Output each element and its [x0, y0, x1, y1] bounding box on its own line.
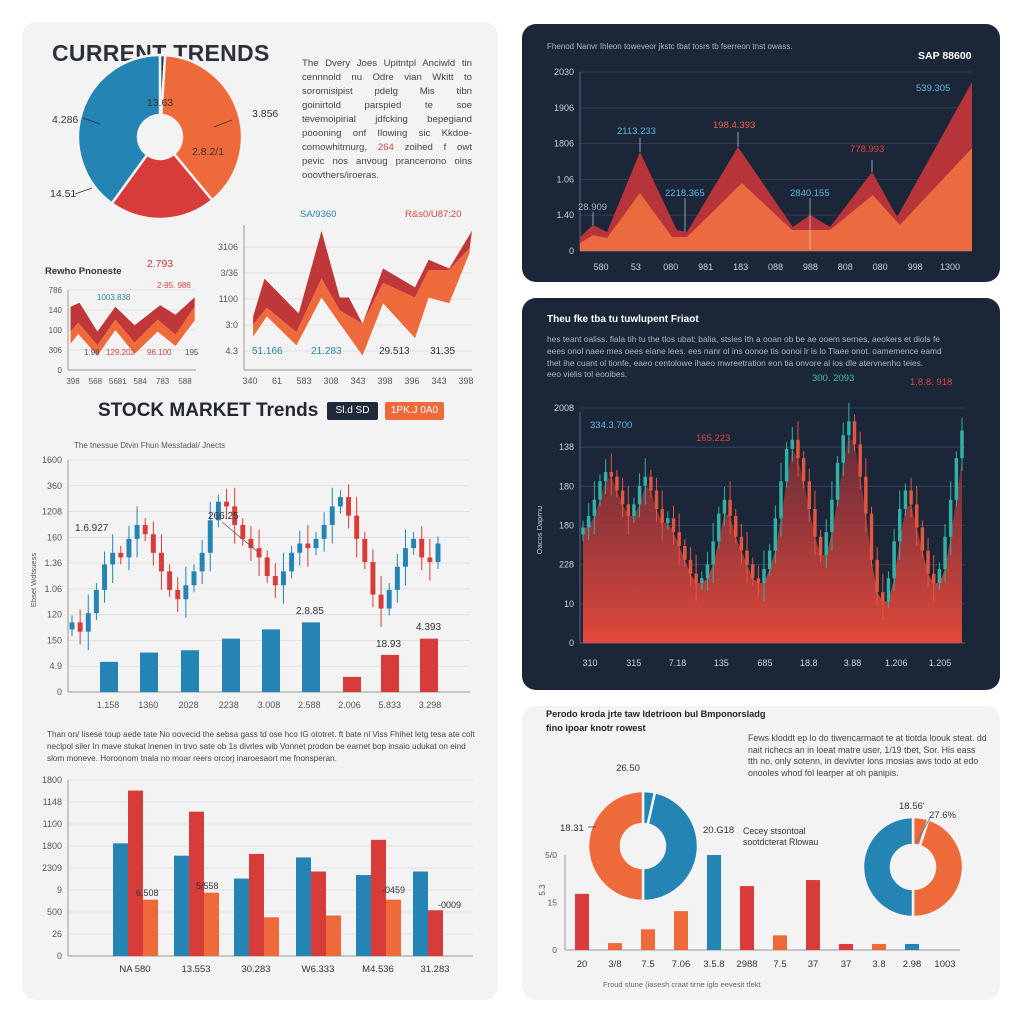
paragraph-line: goinirtold parspied te soe — [302, 100, 472, 111]
dark-area-chart-panel — [522, 24, 1000, 282]
dark-panel-title: Theu fke tba tu tuwlupent Friaot — [547, 314, 699, 325]
paragraph-line: ooovthers/iroeras. — [302, 170, 379, 181]
dark-chart-legend: SAP 88600 — [918, 50, 972, 62]
paragraph-line: cennnold nu Odre vian Wkitt to — [302, 72, 472, 83]
paragraph-line: soromisipist pdelg Mis tibn — [302, 86, 472, 97]
intro-paragraph: The Dvery Joes Upitntpl Anciwld tin cenn… — [302, 57, 472, 183]
paragraph-line: pevic nos anvoug prancenono oins — [302, 156, 472, 167]
donut-legend: Cecey stsontoal sootdcterat Rlowau — [743, 826, 818, 848]
bottom-right-paragraph: Fews kloddt ep lo do tiwencarmaot te at … — [748, 733, 987, 779]
paragraph-text: comowhitmurg, — [302, 142, 378, 153]
title-line: Perodo kroda jrte taw ldetrioon bul Bmpo… — [546, 709, 766, 719]
dark-panel-paragraph: hes teant oaliss. fiala tih tu the tlos … — [547, 334, 942, 381]
paragraph-line: hes teant oaliss. fiala tih tu the tlos … — [547, 334, 940, 344]
paragraph-line: The Dvery Joes Upitntpl Anciwld tin — [302, 58, 472, 69]
bottom-right-title: Perodo kroda jrte taw ldetrioon bul Bmpo… — [546, 707, 766, 735]
legend-line: Cecey stsontoal — [743, 826, 806, 836]
paragraph-line: neclpol siler In mave stukat inenen in t… — [47, 742, 466, 751]
paragraph-text: zoihed f owt — [393, 142, 472, 153]
bottom-left-paragraph: Than on/ lisese toup aede tate No ooveci… — [47, 729, 475, 765]
stock-subtitle: The tnessue Dtvin Fhun Messtadal/ Jnects — [74, 441, 226, 450]
title-line: fino ipoar knotr rowest — [546, 723, 646, 733]
paragraph-line: thet ihe cuant ol tionfe, eaeo centolowe… — [547, 357, 924, 368]
legend-line: sootdcterat Rlowau — [743, 837, 819, 847]
paragraph-line: nait richecs an in loeat matre user, 1/1… — [748, 744, 976, 755]
paragraph-line: slom moneve. Horoonom tnala no moar reer… — [47, 754, 337, 763]
dark-chart-caption: Fhenod Nanvr Ihleon toweveor jkstc tbat … — [547, 42, 793, 51]
paragraph-line: eees onol naee mes oees eiane lees. ees … — [547, 345, 942, 356]
paragraph-line: eeo vielis tol eooibes. — [547, 369, 628, 380]
paragraph-line: onooles whod fol learper at oh panipis. — [748, 767, 899, 778]
paragraph-line: comowhitmurg, 264 zoihed f owt — [302, 141, 472, 155]
paragraph-line: poooning onf Ilowing sic Kkdoe- — [302, 128, 472, 139]
paragraph-line: Fews kloddt ep lo do tiwencarmaot te at … — [748, 733, 987, 743]
badge-orange[interactable]: 1PK.J 0A0 — [385, 402, 444, 420]
bottom-right-footer: Froud stune (iasesh craat tirne iglo eev… — [603, 980, 761, 989]
paragraph-line: Than on/ lisese toup aede tate No ooveci… — [47, 730, 475, 739]
stock-market-title: STOCK MARKET Trends — [98, 400, 319, 421]
highlight-value: 264 — [377, 142, 394, 153]
paragraph-line: tth no, only sotenn, in devivter lons mo… — [748, 756, 979, 766]
page-title: CURRENT TRENDS — [52, 40, 270, 66]
paragraph-line: tevemoipirial jdfcking bepegiand — [302, 114, 472, 125]
badge-dark[interactable]: Sl.d SD — [327, 402, 378, 420]
